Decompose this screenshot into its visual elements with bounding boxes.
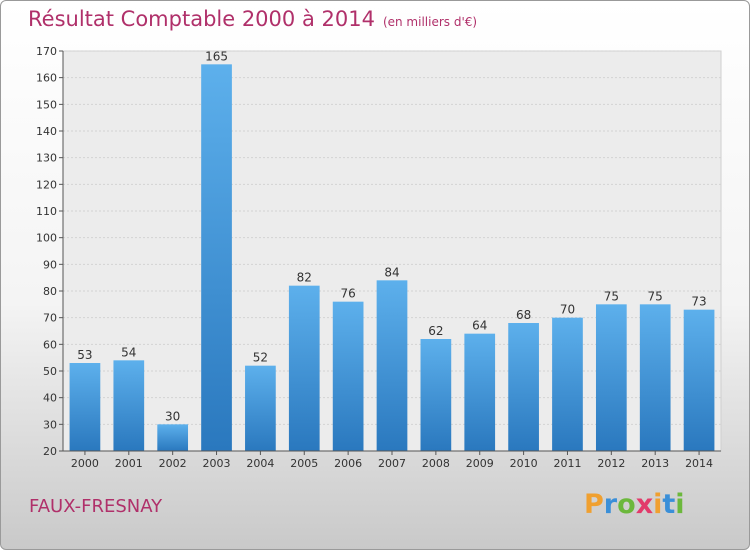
bar bbox=[69, 363, 101, 451]
y-tick-label: 160 bbox=[36, 72, 57, 85]
x-tick-label: 2001 bbox=[115, 457, 143, 470]
data-label: 68 bbox=[516, 308, 531, 322]
x-tick-label: 2014 bbox=[685, 457, 713, 470]
bar bbox=[464, 333, 496, 451]
bar bbox=[332, 301, 364, 451]
y-tick-label: 140 bbox=[36, 125, 57, 138]
x-tick-label: 2009 bbox=[466, 457, 494, 470]
y-tick-label: 40 bbox=[43, 392, 57, 405]
bar bbox=[288, 285, 320, 451]
bar bbox=[113, 360, 145, 451]
x-tick-label: 2002 bbox=[159, 457, 187, 470]
y-tick-label: 150 bbox=[36, 98, 57, 111]
x-tick-label: 2005 bbox=[290, 457, 318, 470]
x-tick-label: 2011 bbox=[553, 457, 581, 470]
logo-letter: o bbox=[617, 489, 636, 520]
logo-letter: t bbox=[662, 489, 676, 520]
data-label: 73 bbox=[691, 295, 706, 309]
logo-letter: P bbox=[584, 489, 604, 520]
y-tick-label: 90 bbox=[43, 258, 57, 271]
data-label: 165 bbox=[205, 49, 228, 63]
y-tick-label: 130 bbox=[36, 152, 57, 165]
data-label: 64 bbox=[472, 319, 487, 333]
y-tick-label: 110 bbox=[36, 205, 57, 218]
bar bbox=[683, 309, 715, 451]
data-label: 30 bbox=[165, 409, 180, 423]
data-label: 52 bbox=[253, 351, 268, 365]
x-tick-label: 2006 bbox=[334, 457, 362, 470]
x-tick-label: 2013 bbox=[641, 457, 669, 470]
x-tick-label: 2003 bbox=[203, 457, 231, 470]
x-tick-label: 2004 bbox=[246, 457, 274, 470]
chart-title: Résultat Comptable 2000 à 2014 (en millie… bbox=[28, 7, 477, 31]
y-tick-label: 30 bbox=[43, 418, 57, 431]
logo-letter: i bbox=[675, 489, 685, 520]
data-label: 84 bbox=[384, 265, 399, 279]
chart-title-text: Résultat Comptable 2000 à 2014 bbox=[28, 7, 375, 31]
logo-letter: r bbox=[603, 489, 618, 520]
data-label: 70 bbox=[560, 303, 575, 317]
data-label: 76 bbox=[340, 287, 355, 301]
bar bbox=[376, 280, 408, 451]
data-label: 62 bbox=[428, 324, 443, 338]
logo-letter: x bbox=[635, 489, 654, 520]
bar bbox=[595, 304, 627, 451]
bar bbox=[552, 317, 583, 451]
y-tick-label: 80 bbox=[43, 285, 57, 298]
y-tick-label: 120 bbox=[36, 178, 57, 191]
town-name: FAUX-FRESNAY bbox=[29, 496, 163, 517]
x-tick-label: 2000 bbox=[71, 457, 99, 470]
data-label: 75 bbox=[648, 289, 663, 303]
y-tick-label: 100 bbox=[36, 232, 57, 245]
y-tick-label: 60 bbox=[43, 338, 57, 351]
x-tick-label: 2010 bbox=[510, 457, 538, 470]
x-tick-label: 2012 bbox=[597, 457, 625, 470]
x-tick-label: 2007 bbox=[378, 457, 406, 470]
logo-letter: i bbox=[653, 489, 663, 520]
bar bbox=[157, 424, 189, 451]
data-label: 54 bbox=[121, 345, 136, 359]
x-tick-label: 2008 bbox=[422, 457, 450, 470]
bar bbox=[201, 64, 232, 452]
y-tick-label: 170 bbox=[36, 45, 57, 58]
y-tick-label: 70 bbox=[43, 312, 57, 325]
proxiti-logo[interactable]: Proxiti bbox=[584, 489, 685, 520]
data-label: 53 bbox=[77, 348, 92, 362]
data-label: 75 bbox=[604, 289, 619, 303]
y-axis: 20 30 40 50 60 70 80 90 100 110 120 130 140 150 160 170 bbox=[36, 45, 64, 458]
chart-subtitle: (en milliers d'€) bbox=[382, 15, 478, 29]
bar bbox=[508, 323, 539, 451]
y-tick-label: 20 bbox=[43, 445, 57, 458]
bars: 53 54 30 165 52 82 76 84 62 64 68 70 75 75 73 bbox=[69, 49, 715, 452]
y-tick-label: 50 bbox=[43, 365, 57, 378]
bar bbox=[245, 365, 276, 451]
x-axis: 2000 2001 2002 2003 2004 2005 2006 2007 2008 2009… bbox=[63, 450, 721, 470]
data-label: 82 bbox=[297, 271, 312, 285]
bar bbox=[420, 339, 452, 451]
bar bbox=[639, 304, 671, 451]
